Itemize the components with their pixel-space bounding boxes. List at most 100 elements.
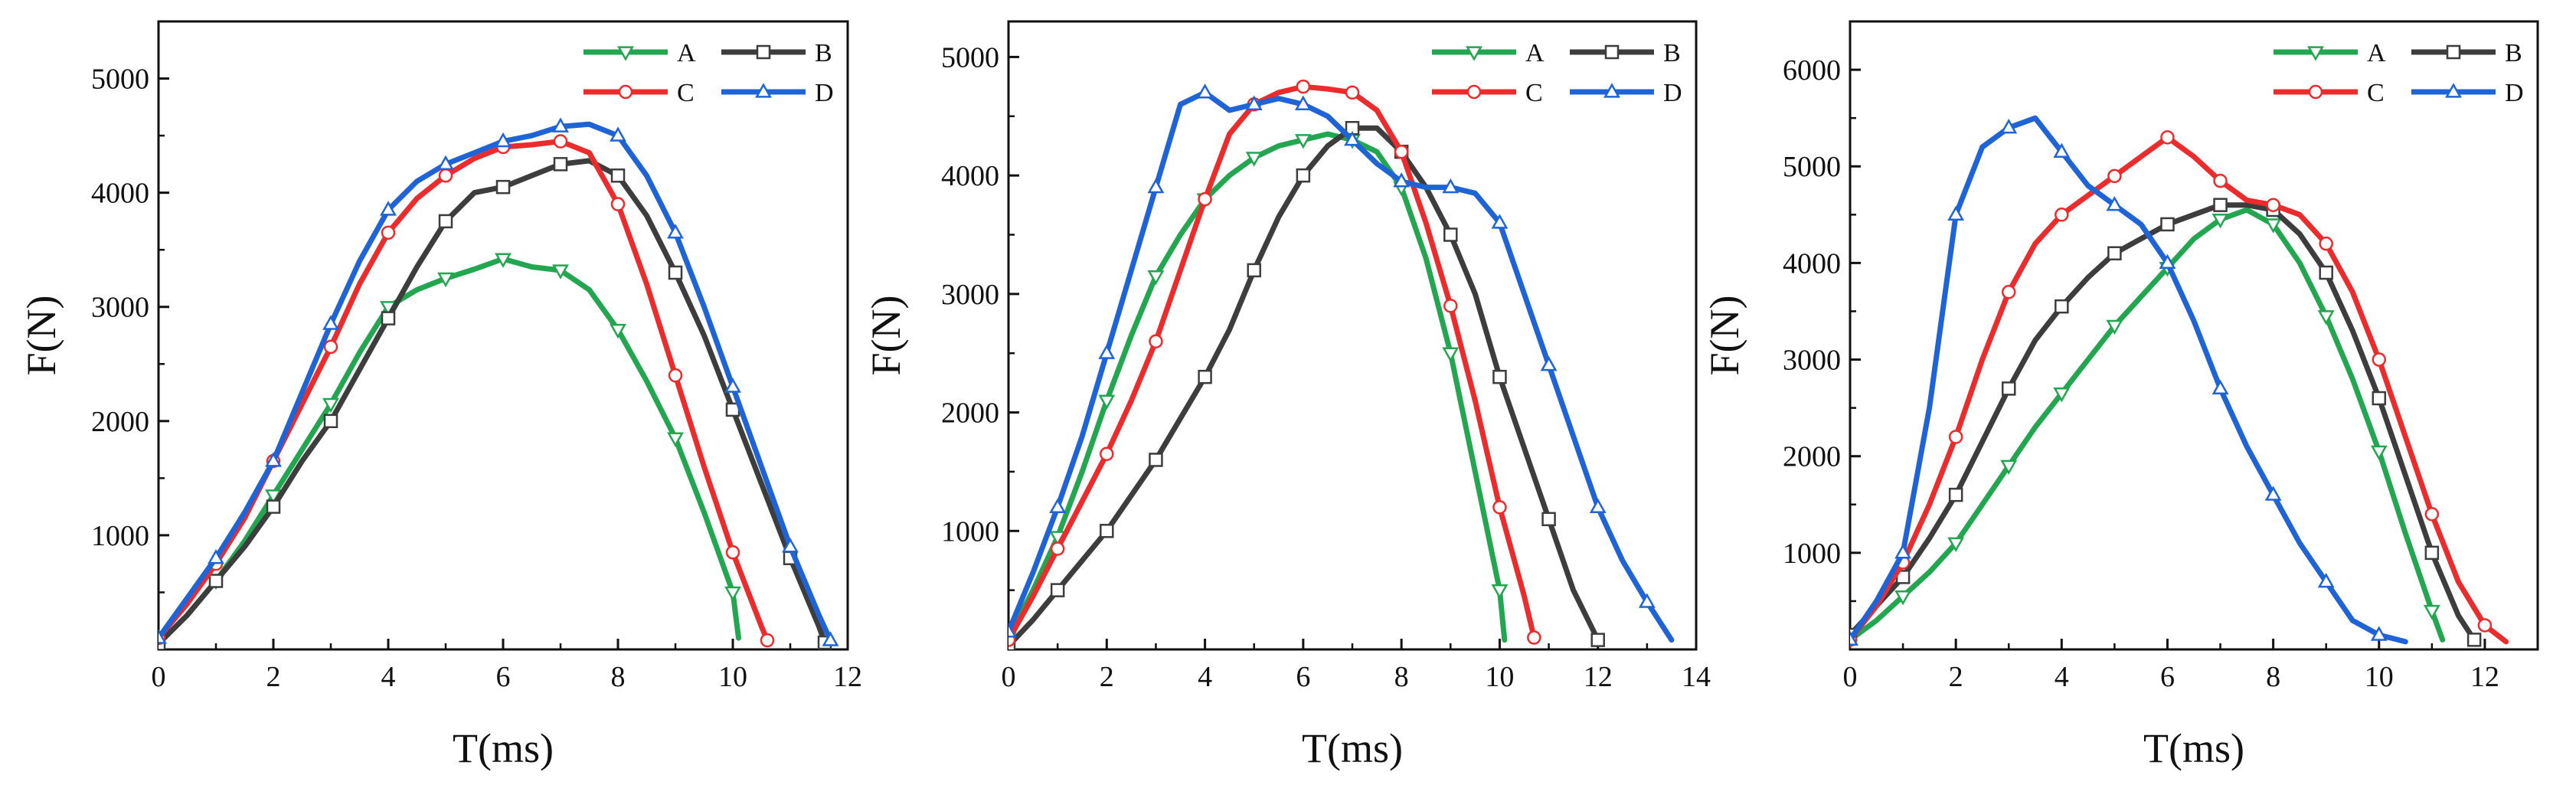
legend-label-B: B <box>1663 39 1681 67</box>
data-point-D <box>552 117 569 132</box>
data-point-B <box>668 265 683 280</box>
y-tick-label: 6000 <box>1783 54 1841 87</box>
series-C <box>1850 130 2509 647</box>
series-A <box>159 253 741 649</box>
data-point-B <box>2107 246 2122 261</box>
data-point-C <box>323 339 338 355</box>
data-point-C <box>1948 430 1963 444</box>
data-point-B <box>2466 633 2482 647</box>
y-tick-label: 3000 <box>941 279 999 311</box>
legend-label-C: C <box>2367 79 2385 107</box>
data-point-C <box>1345 85 1360 100</box>
y-tick-label: 4000 <box>91 178 149 210</box>
panel-1: 0 2 4 6 8 10 12 1000 2000 3000 4000 5000 A B C D T(ms)… <box>18 20 862 771</box>
legend-label-B: B <box>815 39 832 67</box>
data-point-A <box>2317 310 2335 325</box>
legend-label-A: A <box>1525 39 1545 67</box>
data-point-B <box>323 414 338 429</box>
series-B <box>1850 198 2482 647</box>
x-tick-label: 12 <box>2470 661 2499 693</box>
legend-marker-A <box>617 46 634 61</box>
legend-marker-D <box>755 83 772 98</box>
data-point-D <box>437 155 454 171</box>
data-point-D <box>265 452 282 467</box>
data-point-A <box>2000 460 2018 476</box>
data-point-D <box>495 132 512 148</box>
data-point-C <box>2319 236 2333 251</box>
data-point-B <box>1541 512 1556 527</box>
series-line-D <box>1008 90 1675 643</box>
x-tick-label: 6 <box>1296 661 1310 693</box>
x-axis-title: T(ms) <box>2143 725 2244 771</box>
data-point-A <box>610 323 626 339</box>
data-point-D <box>1196 83 1214 99</box>
data-point-B <box>1247 263 1261 278</box>
ticks: 0 2 4 6 8 10 12 1000 2000 3000 4000 5000 <box>91 64 862 693</box>
data-point-B <box>381 311 396 325</box>
y-tick-label: 3000 <box>91 292 149 324</box>
ticks: 0 2 4 6 8 10 12 14 1000 2000 3000 4000 5000 <box>941 41 1711 693</box>
y-tick-label: 2000 <box>91 406 149 438</box>
y-tick-label: 2000 <box>1783 441 1841 473</box>
data-point-C <box>2266 198 2280 212</box>
legend-marker-D <box>1603 83 1620 98</box>
x-tick-label: 10 <box>2365 661 2394 693</box>
data-point-C <box>2160 130 2175 145</box>
series-C <box>1008 79 1541 647</box>
y-tick-label: 1000 <box>941 515 999 548</box>
x-tick-label: 2 <box>1100 661 1114 693</box>
data-point-D <box>1947 205 1965 221</box>
x-tick-label: 12 <box>1584 661 1613 693</box>
data-point-C <box>381 225 396 240</box>
legend-marker-B <box>756 44 771 60</box>
y-tick-label: 5000 <box>941 41 999 74</box>
data-point-B <box>2213 198 2228 212</box>
series-line-D <box>1850 115 2408 645</box>
data-point-A <box>1294 134 1312 149</box>
legend-item-A: A <box>584 39 696 67</box>
data-point-A <box>495 253 512 268</box>
x-tick-label: 4 <box>2055 661 2069 693</box>
series-line-C <box>1850 134 2509 645</box>
y-tick-label: 1000 <box>91 520 149 552</box>
ticks: 0 2 4 6 8 10 12 1000 2000 3000 4000 5000 6000 <box>1783 54 2499 693</box>
data-point-A <box>322 397 339 414</box>
x-axis-title: T(ms) <box>453 725 554 771</box>
series-B <box>159 157 832 649</box>
data-point-B <box>553 157 568 172</box>
data-point-A <box>437 272 454 288</box>
data-point-A <box>667 432 684 447</box>
data-point-D <box>1540 355 1558 371</box>
series-lines <box>1850 115 2509 649</box>
data-point-D <box>1294 95 1312 110</box>
data-point-B <box>2372 391 2387 406</box>
data-point-B <box>2424 545 2440 561</box>
series-D <box>1850 115 2408 646</box>
y-tick-label: 3000 <box>1783 345 1841 377</box>
data-point-D <box>2212 379 2229 395</box>
data-point-D <box>610 126 626 142</box>
data-point-C <box>1296 79 1311 94</box>
x-tick-label: 6 <box>2160 661 2175 693</box>
data-point-D <box>822 631 839 646</box>
data-point-C <box>1492 500 1507 515</box>
legend-label-D: D <box>1663 79 1682 107</box>
panel-3: 0 2 4 6 8 10 12 1000 2000 3000 4000 5000 6000 A B C D T… <box>1702 20 2539 771</box>
data-point-D <box>2000 119 2018 134</box>
legend-marker-B <box>1604 44 1620 60</box>
data-point-C <box>553 134 568 149</box>
data-point-B <box>495 179 511 195</box>
legend-label-C: C <box>677 79 695 107</box>
y-tick-label: 4000 <box>941 160 999 192</box>
data-point-D <box>159 629 167 644</box>
data-point-A <box>2370 445 2388 461</box>
series-C <box>159 134 775 648</box>
data-point-A <box>2053 388 2071 403</box>
data-point-C <box>2372 352 2387 367</box>
data-point-C <box>1149 334 1163 348</box>
data-point-D <box>782 538 799 553</box>
data-point-B <box>1100 524 1114 538</box>
legend-item-D: D <box>721 79 834 107</box>
legend-item-B: B <box>2411 39 2522 67</box>
